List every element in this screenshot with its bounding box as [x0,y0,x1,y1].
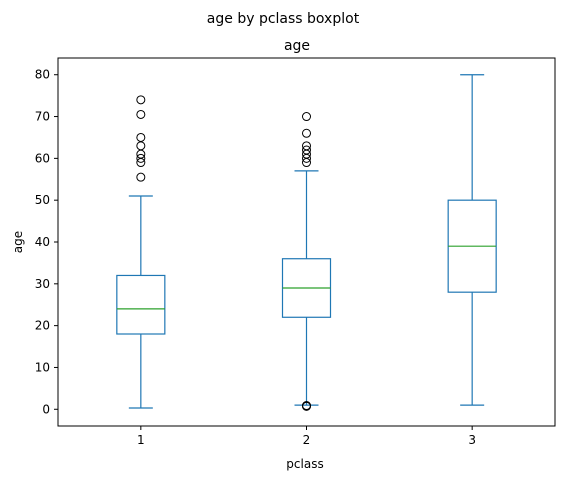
outlier-point [136,95,146,105]
x-tick-label: 1 [137,433,145,447]
outlier-point [136,141,146,151]
figure-suptitle: age by pclass boxplot [207,11,360,27]
outlier-point [302,141,311,151]
x-tick-label: 2 [303,433,311,447]
box-iqr [116,274,166,335]
x-tick-label: 3 [468,433,476,447]
outlier-point [302,401,311,411]
outlier-point [302,145,311,155]
y-tick-label: 80 [35,68,50,82]
outlier-point [136,109,146,119]
y-axis-label: age [11,231,25,253]
y-tick-label: 60 [35,151,50,165]
outlier-point [302,128,311,138]
outlier-point [136,132,146,142]
chart-title: age [284,38,310,54]
y-tick-label: 40 [35,235,50,249]
y-tick-label: 10 [35,360,50,374]
x-axis-label: pclass [286,457,323,471]
y-tick-label: 0 [42,402,50,416]
y-tick-label: 30 [35,277,50,291]
outlier-point [136,172,146,182]
outlier-point [302,112,311,122]
y-tick-label: 20 [35,319,50,333]
y-tick-label: 50 [35,193,50,207]
y-tick-label: 70 [35,110,50,124]
outlier-point [136,153,146,163]
plot-area-frame [57,57,556,427]
